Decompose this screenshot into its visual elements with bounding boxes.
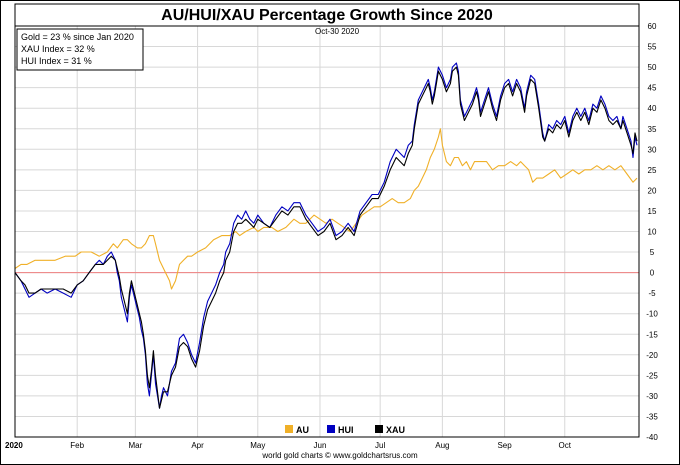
legend-label-hui: HUI: [338, 425, 354, 435]
y-tick-label: 10: [648, 228, 657, 237]
legend-swatch-hui: [327, 425, 335, 433]
y-tick-label: 20: [648, 186, 657, 195]
y-tick-label: -15: [646, 330, 658, 339]
y-tick-label: -40: [646, 433, 658, 442]
legend-label-au: AU: [296, 425, 309, 435]
y-tick-label: 45: [648, 84, 657, 93]
source-credit: world gold charts © www.goldchartsrus.co…: [261, 451, 418, 460]
y-tick-label: -25: [646, 371, 658, 380]
y-tick-label: 35: [648, 125, 657, 134]
y-axis-labels: -40 -35 -30 -25 -20 -15 -10 -5 0 5 10 15 20 25 30 35 40 4…: [646, 22, 658, 442]
title-bar: [14, 3, 640, 27]
x-axis-labels: 2020 Feb Mar Apr May Jun Jul Aug Sep Oct: [5, 441, 572, 450]
y-tick-label: 30: [648, 145, 657, 154]
series-line-xau: [14, 66, 638, 409]
x-tick-label: May: [250, 441, 265, 450]
y-tick-label: 0: [650, 269, 655, 278]
x-tick-label: Mar: [128, 441, 142, 450]
y-tick-label: -20: [646, 351, 658, 360]
info-xau: XAU Index = 32 %: [21, 44, 95, 54]
x-tick-label: Jun: [314, 441, 327, 450]
y-tick-label: 5: [650, 248, 655, 257]
y-tick-label: -5: [648, 289, 656, 298]
legend-swatch-au: [285, 425, 293, 433]
y-tick-label: 40: [648, 104, 657, 113]
info-gold: Gold = 23 % since Jan 2020: [21, 32, 134, 42]
chart-title: AU/HUI/XAU Percentage Growth Since 2020: [161, 7, 493, 24]
y-tick-label: 50: [648, 63, 657, 72]
x-tick-label: Oct: [559, 441, 572, 450]
series-line-hui: [14, 62, 638, 409]
y-tick-label: -35: [646, 412, 658, 421]
y-tick-label: -30: [646, 392, 658, 401]
y-tick-label: 55: [648, 43, 657, 52]
y-tick-label: 25: [648, 166, 657, 175]
x-tick-label: Aug: [435, 441, 449, 450]
info-box: [16, 28, 144, 71]
grid-lines: [14, 25, 639, 438]
date-label: Oct-30 2020: [315, 27, 360, 36]
y-tick-label: 15: [648, 207, 657, 216]
legend-swatch-xau: [375, 425, 383, 433]
x-tick-label: Sep: [497, 441, 512, 450]
x-tick-label: Apr: [191, 441, 204, 450]
y-tick-label: 60: [648, 22, 657, 31]
x-tick-label: Jul: [375, 441, 385, 450]
x-tick-label: 2020: [5, 441, 23, 450]
info-hui: HUI Index = 31 %: [21, 56, 92, 66]
legend: AU HUI XAU: [285, 425, 405, 435]
y-tick-label: -10: [646, 310, 658, 319]
x-tick-label: Feb: [70, 441, 84, 450]
legend-label-xau: XAU: [386, 425, 405, 435]
series-lines: [14, 62, 638, 409]
